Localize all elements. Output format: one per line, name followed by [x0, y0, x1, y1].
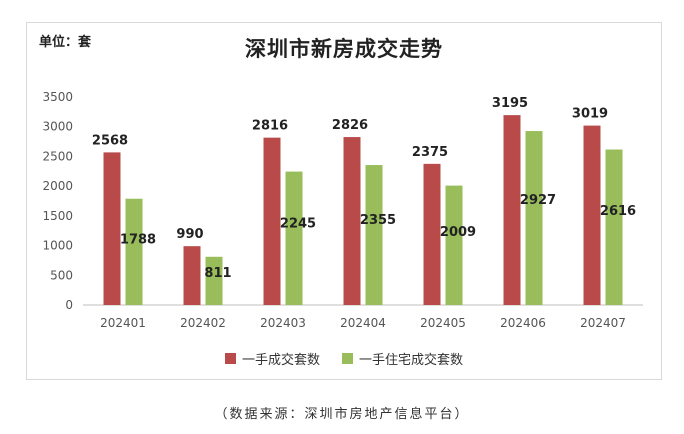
- chart-title: 深圳市新房成交走势: [245, 37, 443, 61]
- data-label-s1-202403: 2816: [252, 119, 288, 134]
- chart-bars: [103, 115, 623, 305]
- x-tick-label-1: 202402: [180, 316, 226, 330]
- data-label-s2-202406: 2927: [520, 193, 556, 208]
- x-tick-label-2: 202403: [260, 316, 306, 330]
- bar-s2-202402: [205, 256, 223, 305]
- bar-s2-202403: [285, 171, 303, 305]
- legend-swatch-series2: [342, 353, 353, 364]
- bar-s2-202401: [125, 198, 143, 305]
- x-tick-label-0: 202401: [100, 316, 146, 330]
- data-label-s1-202405: 2375: [412, 145, 448, 160]
- chart-legend: 一手成交套数 一手住宅成交套数: [27, 349, 661, 368]
- data-label-s1-202402: 990: [176, 227, 203, 242]
- unit-label: 单位：套: [39, 35, 92, 50]
- y-tick-label-2: 1000: [42, 239, 73, 253]
- bar-s1-202406: [503, 115, 521, 305]
- y-tick-label-3: 1500: [42, 209, 73, 223]
- data-label-s1-202404: 2826: [332, 118, 368, 133]
- data-label-s2-202401: 1788: [120, 232, 156, 247]
- bar-s2-202404: [365, 165, 383, 305]
- chart-labels: 2568 1788 990 811 2816 2245 2826 2355 2375 2009 31…: [92, 96, 636, 281]
- y-tick-label-6: 3000: [42, 120, 73, 134]
- bar-s1-202407: [583, 125, 601, 305]
- legend-label-series1: 一手成交套数: [241, 353, 320, 368]
- bar-s1-202402: [183, 246, 201, 305]
- legend-item-series2: 一手住宅成交套数: [342, 349, 463, 368]
- x-tick-label-4: 202405: [420, 316, 466, 330]
- legend-label-series2: 一手住宅成交套数: [359, 353, 464, 368]
- chart-card: 单位：套 深圳市新房成交走势 0 500 1000 1500 2000 2500 3000 3…: [26, 22, 662, 380]
- data-label-s2-202403: 2245: [280, 217, 316, 232]
- bar-s1-202401: [103, 152, 121, 305]
- chart-axes: 0 500 1000 1500 2000 2500 3000 3500 202401 202402…: [42, 90, 643, 330]
- data-label-s1-202401: 2568: [92, 133, 128, 148]
- legend-item-series1: 一手成交套数: [224, 349, 320, 368]
- y-tick-label-0: 0: [65, 298, 73, 312]
- bar-s2-202407: [605, 149, 623, 305]
- data-label-s2-202405: 2009: [440, 225, 476, 240]
- bar-s1-202405: [423, 163, 441, 305]
- y-tick-label-1: 500: [50, 268, 73, 282]
- x-tick-label-5: 202406: [500, 316, 546, 330]
- bar-s1-202403: [263, 137, 281, 305]
- bar-chart: 0 500 1000 1500 2000 2500 3000 3500 202401 202402…: [42, 90, 643, 330]
- legend-swatch-series1: [224, 353, 236, 364]
- bar-s2-202406: [525, 131, 543, 305]
- bar-s2-202405: [445, 185, 463, 305]
- x-tick-label-3: 202404: [340, 316, 386, 330]
- y-tick-label-5: 2500: [42, 149, 73, 163]
- data-label-s2-202407: 2616: [600, 204, 636, 219]
- data-label-s2-202404: 2355: [360, 213, 396, 228]
- bar-s1-202404: [343, 137, 361, 305]
- y-tick-label-4: 2000: [42, 179, 73, 193]
- y-tick-label-7: 3500: [42, 90, 73, 104]
- data-label-s2-202402: 811: [204, 266, 231, 281]
- source-note: （数据来源：深圳市房地产信息平台）: [214, 407, 470, 422]
- data-label-s1-202407: 3019: [572, 107, 608, 122]
- x-tick-label-6: 202407: [580, 316, 626, 330]
- data-label-s1-202406: 3195: [492, 96, 528, 111]
